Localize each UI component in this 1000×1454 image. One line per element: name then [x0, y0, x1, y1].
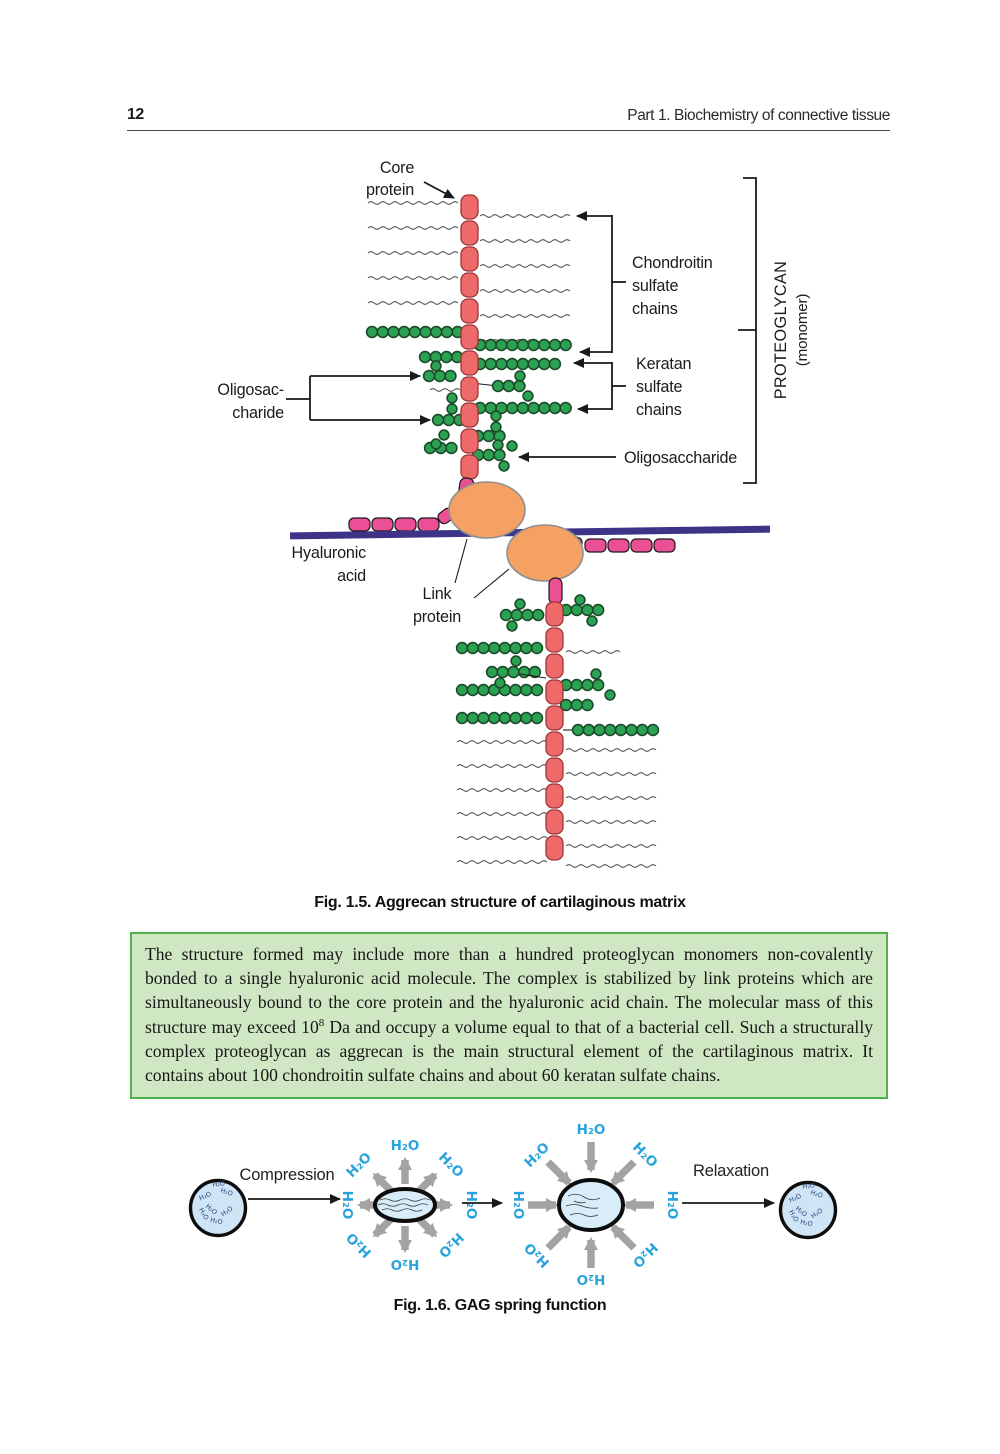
water-label: H₂O: [391, 1138, 420, 1154]
cell-water-scribble: H₂O: [799, 1218, 813, 1228]
keratan-label-l1: Keratan: [636, 355, 691, 373]
info-box-superscript: 8: [318, 1016, 325, 1029]
water-label: H₂O: [577, 1122, 606, 1138]
water-label: H₂O: [339, 1191, 355, 1220]
water-label: H₂O: [343, 1149, 375, 1181]
water-label: H₂O: [463, 1191, 479, 1220]
info-box-text-2: Da and occupy a volume equal to that of …: [145, 1016, 873, 1086]
link-protein-globules: [448, 481, 584, 605]
cell-water-scribble: H₂O: [209, 1216, 223, 1226]
cell-water-scribble: H₂O: [219, 1186, 233, 1198]
fig16-caption: Fig. 1.6. GAG spring function: [393, 1297, 607, 1314]
hyaluronic-acid-label-l2: acid: [337, 567, 366, 585]
water-label: H₂O: [435, 1149, 467, 1181]
link-protein-label-l1: Link: [423, 585, 453, 603]
cell-water-scribble: H₂O: [212, 1179, 226, 1189]
upper-keratan-bead-chains: [365, 325, 573, 472]
running-header: Part 1. Biochemistry of connective tissu…: [627, 107, 890, 124]
chondroitin-label-l1: Chondroitin: [632, 254, 713, 272]
annotation-arrows: [286, 177, 757, 599]
monomer-label: (monomer): [794, 294, 811, 367]
cell-water-scribble: H₂O: [802, 1181, 816, 1191]
info-box: The structure formed may include more th…: [130, 932, 888, 1100]
chondroitin-label-l3: chains: [632, 300, 678, 318]
lower-core-protein: [545, 601, 564, 861]
gag-compressed-burst: H₂O H₂O H₂O H₂O H₂O H₂O H₂O H₂O: [339, 1138, 479, 1272]
water-label: H₂O: [391, 1256, 420, 1272]
cell-water-scribble: H₂O: [809, 1188, 823, 1200]
fig15-caption: Fig. 1.5. Aggrecan structure of cartilag…: [314, 894, 686, 911]
chondroitin-label-l2: sulfate: [632, 277, 678, 295]
hyaluronic-acid-label-l1: Hyaluronic: [292, 544, 367, 562]
oligosaccharide-left-label-l1: Oligosac-: [217, 381, 284, 399]
fig15-aggrecan-diagram: Core protein Chondroitin sulfate chains …: [217, 159, 811, 868]
compression-label: Compression: [239, 1166, 334, 1184]
core-protein-label-l1: Core: [380, 159, 414, 177]
lower-keratan-bead-chains: [455, 594, 670, 737]
oligosaccharide-right-label: Oligosaccharide: [624, 449, 737, 467]
gag-relaxed-burst: H₂O H₂O H₂O H₂O H₂O H₂O H₂O H₂O: [510, 1122, 680, 1287]
proteoglycan-label: PROTEOGLYCAN: [772, 261, 790, 400]
core-protein-label-l2: protein: [366, 181, 414, 199]
cell-relaxed-right: H₂O H₂O H₂O H₂O H₂O H₂O H₂O: [778, 1180, 838, 1240]
link-protein-label-l2: protein: [413, 608, 461, 626]
upper-core-protein: [460, 194, 479, 480]
keratan-label-l3: chains: [636, 401, 682, 419]
water-label: H₂O: [577, 1271, 606, 1287]
page-number: 12: [127, 106, 144, 123]
water-label: H₂O: [343, 1229, 375, 1261]
water-label: H₂O: [510, 1191, 526, 1220]
header-rule: [127, 130, 890, 131]
info-box-text-1: The structure formed may include more th…: [145, 944, 873, 1037]
fig16-gag-spring-diagram: H₂O H₂O H₂O H₂O H₂O H₂O H₂O Compression …: [188, 1122, 838, 1287]
water-label: H₂O: [435, 1229, 467, 1261]
cell-compressed-left: H₂O H₂O H₂O H₂O H₂O H₂O H₂O: [188, 1178, 248, 1238]
oligosaccharide-left-label-l2: charide: [232, 404, 284, 422]
relaxation-label: Relaxation: [693, 1162, 769, 1180]
keratan-label-l2: sulfate: [636, 378, 682, 396]
water-label: H₂O: [664, 1191, 680, 1220]
